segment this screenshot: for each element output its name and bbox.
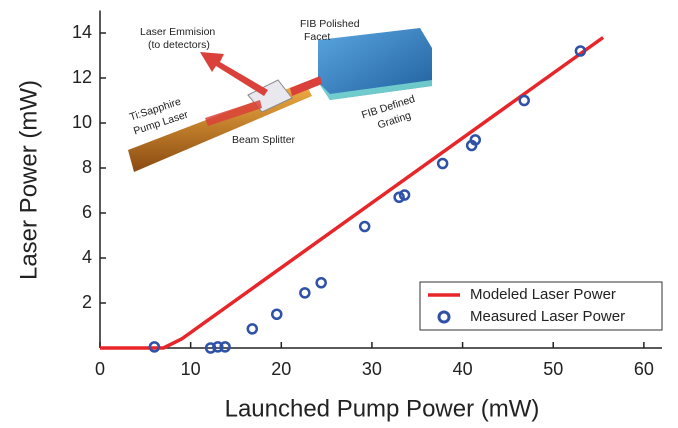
point	[219, 341, 231, 353]
legend-label: Modeled Laser Power	[470, 286, 616, 303]
y-tick-label: 10	[72, 112, 92, 132]
point	[212, 341, 224, 353]
y-tick-label: 8	[82, 157, 92, 177]
point	[358, 220, 371, 233]
annotation: Beam Splitter	[232, 134, 296, 146]
point	[398, 189, 411, 201]
x-tick-label: 10	[181, 359, 201, 379]
x-tick-label: 40	[453, 359, 473, 379]
laser-arrow	[290, 76, 322, 96]
x-tick-label: 0	[95, 359, 105, 379]
y-tick-label: 12	[72, 67, 92, 87]
y-tick-label: 2	[82, 292, 92, 312]
point	[315, 277, 327, 289]
device	[318, 28, 432, 100]
x-tick-label: 30	[362, 359, 382, 379]
y-tick-label: 4	[82, 247, 92, 267]
annotation: Laser Emmision	[140, 26, 215, 38]
point	[436, 157, 449, 170]
annotation: (to detectors)	[148, 39, 210, 51]
x-tick-label: 50	[543, 359, 563, 379]
point	[574, 45, 587, 57]
point	[246, 323, 259, 335]
point	[469, 134, 482, 146]
reflected-arrow	[205, 100, 262, 126]
legend-box	[419, 281, 663, 331]
x-tick-label: 20	[271, 359, 291, 379]
point	[299, 287, 311, 299]
point	[204, 342, 217, 354]
legend-label: Measured Laser Power	[470, 308, 625, 325]
annotation: FIB Polished	[300, 18, 360, 30]
annotation: Facet	[304, 31, 330, 43]
point	[393, 191, 405, 203]
y-tick-label: 6	[82, 202, 92, 222]
x-tick-label: 60	[634, 359, 654, 379]
y-axis-label: Laser Power (mW)	[15, 80, 42, 280]
point	[271, 308, 283, 320]
point	[148, 341, 161, 353]
device-edge	[318, 80, 432, 100]
x-axis-label: Launched Pump Power (mW)	[225, 395, 540, 422]
legend-swatch	[437, 310, 451, 324]
emission-arrow	[200, 52, 268, 96]
y-tick-label: 14	[72, 22, 92, 42]
line	[100, 36, 605, 350]
inset-illustration: Laser Emmision (to detectors) FIB Polish…	[128, 18, 432, 172]
point	[518, 94, 530, 107]
